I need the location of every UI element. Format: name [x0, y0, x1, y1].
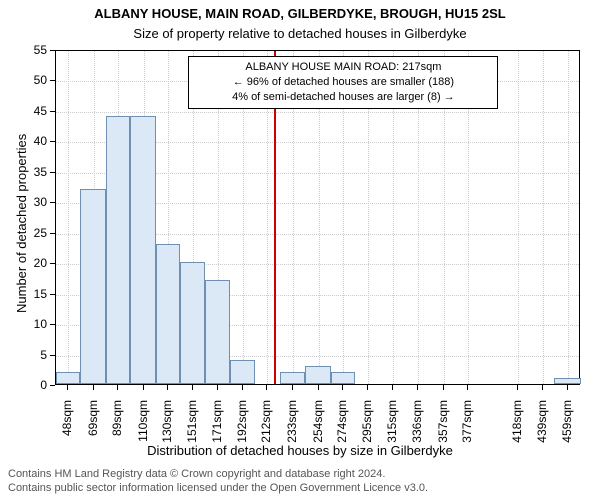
- x-tick-mark: [567, 385, 568, 390]
- y-tick-mark: [50, 141, 55, 142]
- annotation-box: ALBANY HOUSE MAIN ROAD: 217sqm← 96% of d…: [188, 56, 498, 109]
- y-tick-label: 5: [25, 348, 47, 362]
- gridline-vertical: [518, 51, 519, 384]
- x-tick-label: 48sqm: [60, 400, 74, 455]
- y-tick-mark: [50, 111, 55, 112]
- histogram-bar: [80, 189, 106, 384]
- x-tick-mark: [367, 385, 368, 390]
- chart-title-sub: Size of property relative to detached ho…: [0, 26, 600, 41]
- y-tick-mark: [50, 355, 55, 356]
- x-tick-label: 171sqm: [210, 400, 224, 455]
- y-tick-label: 20: [25, 256, 47, 270]
- y-tick-label: 45: [25, 104, 47, 118]
- annotation-line-1: ALBANY HOUSE MAIN ROAD: 217sqm: [195, 60, 491, 75]
- x-tick-label: 233sqm: [285, 400, 299, 455]
- gridline-vertical: [68, 51, 69, 384]
- histogram-bar: [205, 280, 229, 384]
- x-tick-label: 110sqm: [136, 400, 150, 455]
- y-tick-label: 15: [25, 287, 47, 301]
- x-tick-mark: [318, 385, 319, 390]
- x-tick-mark: [67, 385, 68, 390]
- footer-line-2: Contains public sector information licen…: [8, 481, 428, 495]
- y-tick-mark: [50, 80, 55, 81]
- histogram-bar: [56, 372, 80, 384]
- y-tick-label: 10: [25, 317, 47, 331]
- x-tick-label: 459sqm: [560, 400, 574, 455]
- y-tick-mark: [50, 202, 55, 203]
- x-tick-mark: [292, 385, 293, 390]
- y-tick-mark: [50, 324, 55, 325]
- gridline-vertical: [568, 51, 569, 384]
- histogram-bar: [305, 366, 331, 384]
- x-tick-mark: [517, 385, 518, 390]
- x-tick-mark: [117, 385, 118, 390]
- annotation-line-3: 4% of semi-detached houses are larger (8…: [195, 90, 491, 105]
- plot-area: ALBANY HOUSE MAIN ROAD: 217sqm← 96% of d…: [55, 50, 580, 385]
- y-tick-mark: [50, 50, 55, 51]
- x-tick-label: 254sqm: [311, 400, 325, 455]
- y-tick-mark: [50, 172, 55, 173]
- x-tick-label: 151sqm: [185, 400, 199, 455]
- y-tick-label: 55: [25, 43, 47, 57]
- x-tick-label: 357sqm: [436, 400, 450, 455]
- y-tick-label: 50: [25, 73, 47, 87]
- x-tick-mark: [93, 385, 94, 390]
- x-tick-label: 212sqm: [259, 400, 273, 455]
- x-tick-mark: [192, 385, 193, 390]
- histogram-bar: [331, 372, 355, 384]
- histogram-bar: [230, 360, 256, 384]
- gridline-vertical: [543, 51, 544, 384]
- y-tick-label: 30: [25, 195, 47, 209]
- x-tick-label: 192sqm: [235, 400, 249, 455]
- x-tick-mark: [217, 385, 218, 390]
- histogram-bar: [554, 378, 581, 384]
- x-tick-mark: [242, 385, 243, 390]
- gridline-horizontal: [56, 112, 579, 113]
- footer-line-1: Contains HM Land Registry data © Crown c…: [8, 467, 428, 481]
- x-tick-label: 69sqm: [86, 400, 100, 455]
- y-tick-label: 35: [25, 165, 47, 179]
- histogram-bar: [280, 372, 306, 384]
- y-tick-mark: [50, 233, 55, 234]
- y-tick-label: 40: [25, 134, 47, 148]
- histogram-bar: [156, 244, 180, 384]
- x-tick-mark: [167, 385, 168, 390]
- x-tick-mark: [342, 385, 343, 390]
- y-tick-label: 0: [25, 378, 47, 392]
- chart-container: { "title_main": "ALBANY HOUSE, MAIN ROAD…: [0, 0, 600, 500]
- x-tick-label: 274sqm: [335, 400, 349, 455]
- y-tick-label: 25: [25, 226, 47, 240]
- x-tick-label: 130sqm: [160, 400, 174, 455]
- x-tick-mark: [392, 385, 393, 390]
- x-tick-label: 377sqm: [460, 400, 474, 455]
- x-tick-mark: [266, 385, 267, 390]
- histogram-bar: [106, 116, 130, 384]
- y-tick-mark: [50, 263, 55, 264]
- x-tick-label: 336sqm: [410, 400, 424, 455]
- x-tick-label: 89sqm: [110, 400, 124, 455]
- x-tick-mark: [467, 385, 468, 390]
- footer-attribution: Contains HM Land Registry data © Crown c…: [8, 467, 428, 496]
- y-tick-mark: [50, 294, 55, 295]
- histogram-bar: [130, 116, 156, 384]
- x-tick-label: 295sqm: [360, 400, 374, 455]
- x-tick-mark: [143, 385, 144, 390]
- histogram-bar: [180, 262, 206, 384]
- x-tick-mark: [417, 385, 418, 390]
- annotation-line-2: ← 96% of detached houses are smaller (18…: [195, 75, 491, 90]
- chart-title-main: ALBANY HOUSE, MAIN ROAD, GILBERDYKE, BRO…: [0, 6, 600, 21]
- x-tick-label: 439sqm: [535, 400, 549, 455]
- x-tick-label: 315sqm: [385, 400, 399, 455]
- y-tick-mark: [50, 385, 55, 386]
- x-tick-mark: [443, 385, 444, 390]
- x-tick-label: 418sqm: [510, 400, 524, 455]
- x-tick-mark: [542, 385, 543, 390]
- y-axis-label: Number of detached properties: [14, 133, 29, 312]
